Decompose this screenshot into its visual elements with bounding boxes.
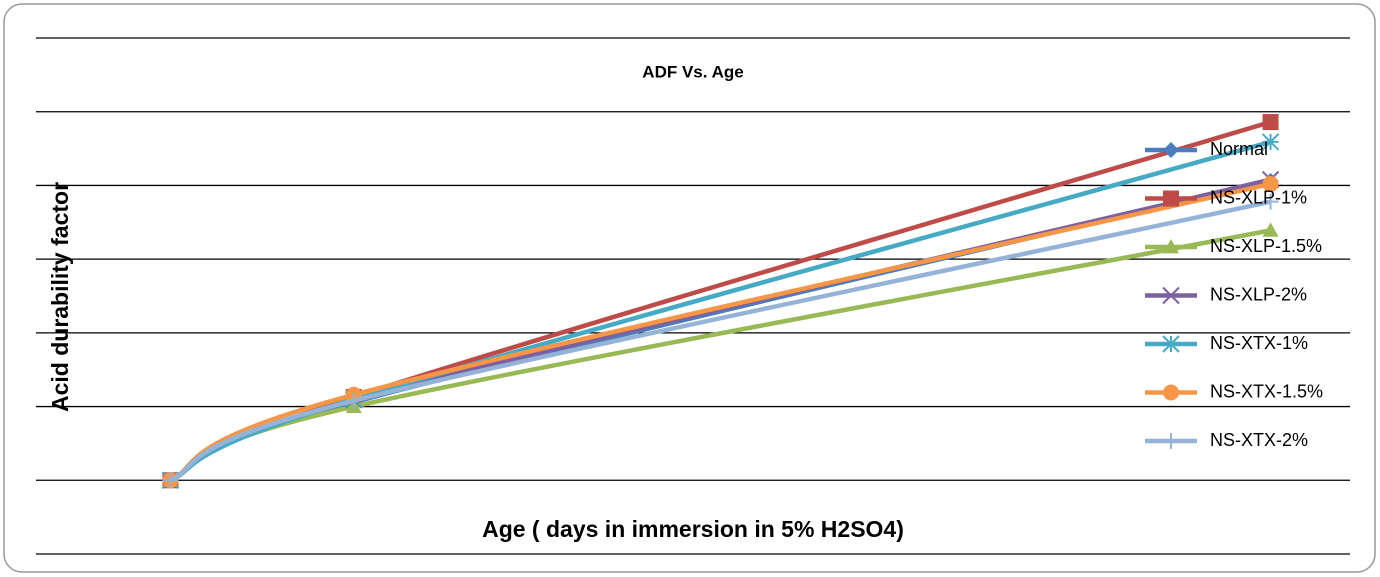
legend-item: NS-XTX-2% [1145,430,1308,450]
marker-shape [1163,239,1179,254]
marker [1162,286,1180,305]
chart-title: ADF Vs. Age [642,62,743,81]
marker-shape [345,392,362,409]
chart-border [3,3,1376,573]
marker [345,392,362,409]
x-axis-label: Age ( days in immersion in 5% H2SO4) [482,516,904,542]
marker [1262,114,1279,131]
legend-label: NS-XLP-1% [1210,187,1307,207]
marker [1162,335,1180,353]
legend-item: NS-XTX-1.5% [1145,381,1323,401]
marker [1163,239,1179,254]
legend-label: NS-XLP-1.5% [1210,236,1322,256]
marker-shape [1162,335,1180,353]
marker-shape [1163,190,1179,207]
legend-label: Normal [1210,139,1268,159]
marker-shape [1163,433,1179,449]
marker [1163,433,1179,449]
y-axis-label: Acid durability factor [47,182,73,412]
marker [1262,193,1279,210]
legend-item: NS-XTX-1% [1145,333,1308,353]
legend-label: NS-XLP-2% [1210,284,1307,304]
marker-shape [1163,384,1179,401]
legend-label: NS-XTX-1.5% [1210,381,1323,401]
marker-shape [1163,142,1179,158]
marker-shape [1261,133,1280,151]
marker-shape [162,472,179,489]
marker-shape [1262,222,1279,237]
legend-item: NS-XLP-1% [1145,187,1307,207]
legend-item: Normal [1145,139,1268,159]
marker [1262,175,1279,192]
marker-shape [1262,193,1279,210]
legend-label: NS-XTX-2% [1210,430,1308,450]
marker-shape [1262,175,1279,192]
legend-item: NS-XLP-2% [1145,284,1307,304]
marker-shape [1262,114,1279,131]
marker [1262,222,1279,237]
marker [1261,133,1280,151]
marker-shape [1162,286,1180,305]
marker [1163,384,1179,401]
marker [1163,190,1179,207]
legend-label: NS-XTX-1% [1210,333,1308,353]
marker [1163,142,1179,158]
legend-item: NS-XLP-1.5% [1145,236,1322,256]
series-line [169,199,1272,483]
marker [162,472,179,489]
